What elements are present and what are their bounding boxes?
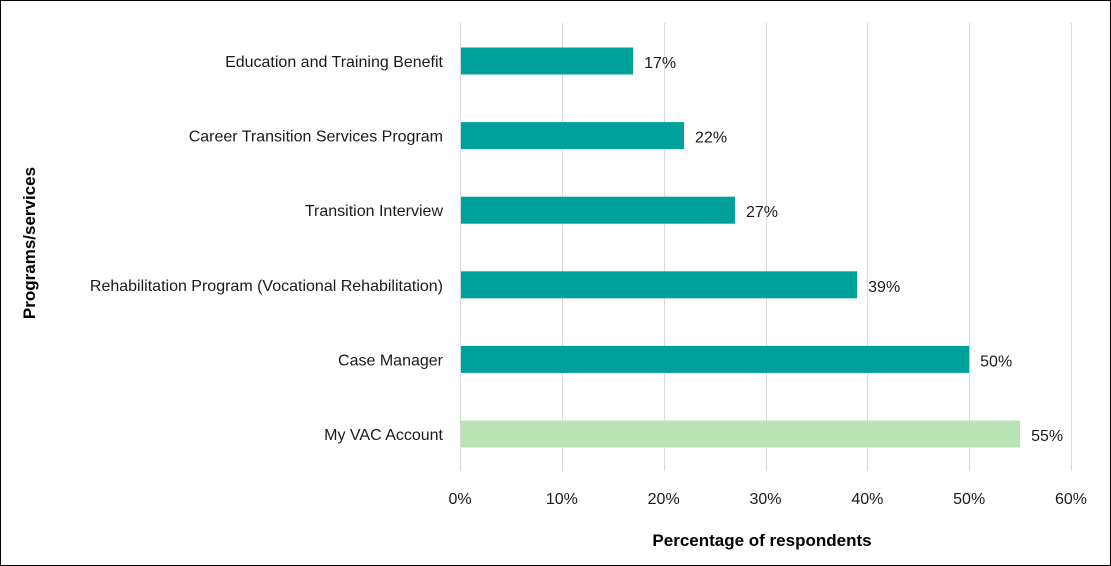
x-tick-label-4: 40% bbox=[851, 491, 883, 508]
data-label-3: 39% bbox=[868, 279, 900, 296]
data-label-0: 17% bbox=[644, 55, 676, 72]
category-label-0: Education and Training Benefit bbox=[225, 54, 443, 71]
data-label-1: 22% bbox=[695, 130, 727, 147]
x-tick-labels: 0% 10% 20% 30% 40% 50% 60% bbox=[448, 491, 1087, 508]
bar-5 bbox=[461, 420, 1021, 448]
y-axis-title: Programs/services bbox=[20, 167, 39, 319]
bar-1 bbox=[461, 122, 685, 150]
category-label-3: Rehabilitation Program (Vocational Rehab… bbox=[90, 278, 443, 295]
x-tick-label-3: 30% bbox=[749, 491, 781, 508]
gridlines bbox=[460, 23, 1072, 471]
bar-0 bbox=[461, 47, 634, 75]
category-label-2: Transition Interview bbox=[305, 203, 444, 220]
data-label-4: 50% bbox=[980, 353, 1012, 370]
x-tick-label-6: 60% bbox=[1055, 491, 1087, 508]
bars bbox=[461, 47, 1021, 448]
data-label-2: 27% bbox=[746, 204, 778, 221]
x-tick-label-0: 0% bbox=[448, 491, 471, 508]
x-tick-label-2: 20% bbox=[648, 491, 680, 508]
category-label-4: Case Manager bbox=[338, 352, 444, 369]
category-label-5: My VAC Account bbox=[324, 427, 443, 444]
bar-3 bbox=[461, 271, 858, 299]
bar-4 bbox=[461, 345, 970, 373]
x-tick-label-5: 50% bbox=[953, 491, 985, 508]
data-label-5: 55% bbox=[1031, 428, 1063, 445]
bar-2 bbox=[461, 196, 735, 224]
category-labels: Education and Training Benefit Career Tra… bbox=[90, 54, 444, 444]
data-labels: 17% 22% 27% 39% 50% 55% bbox=[644, 55, 1063, 445]
x-axis-title: Percentage of respondents bbox=[652, 531, 871, 550]
x-tick-label-1: 10% bbox=[546, 491, 578, 508]
category-label-1: Career Transition Services Program bbox=[189, 129, 443, 146]
